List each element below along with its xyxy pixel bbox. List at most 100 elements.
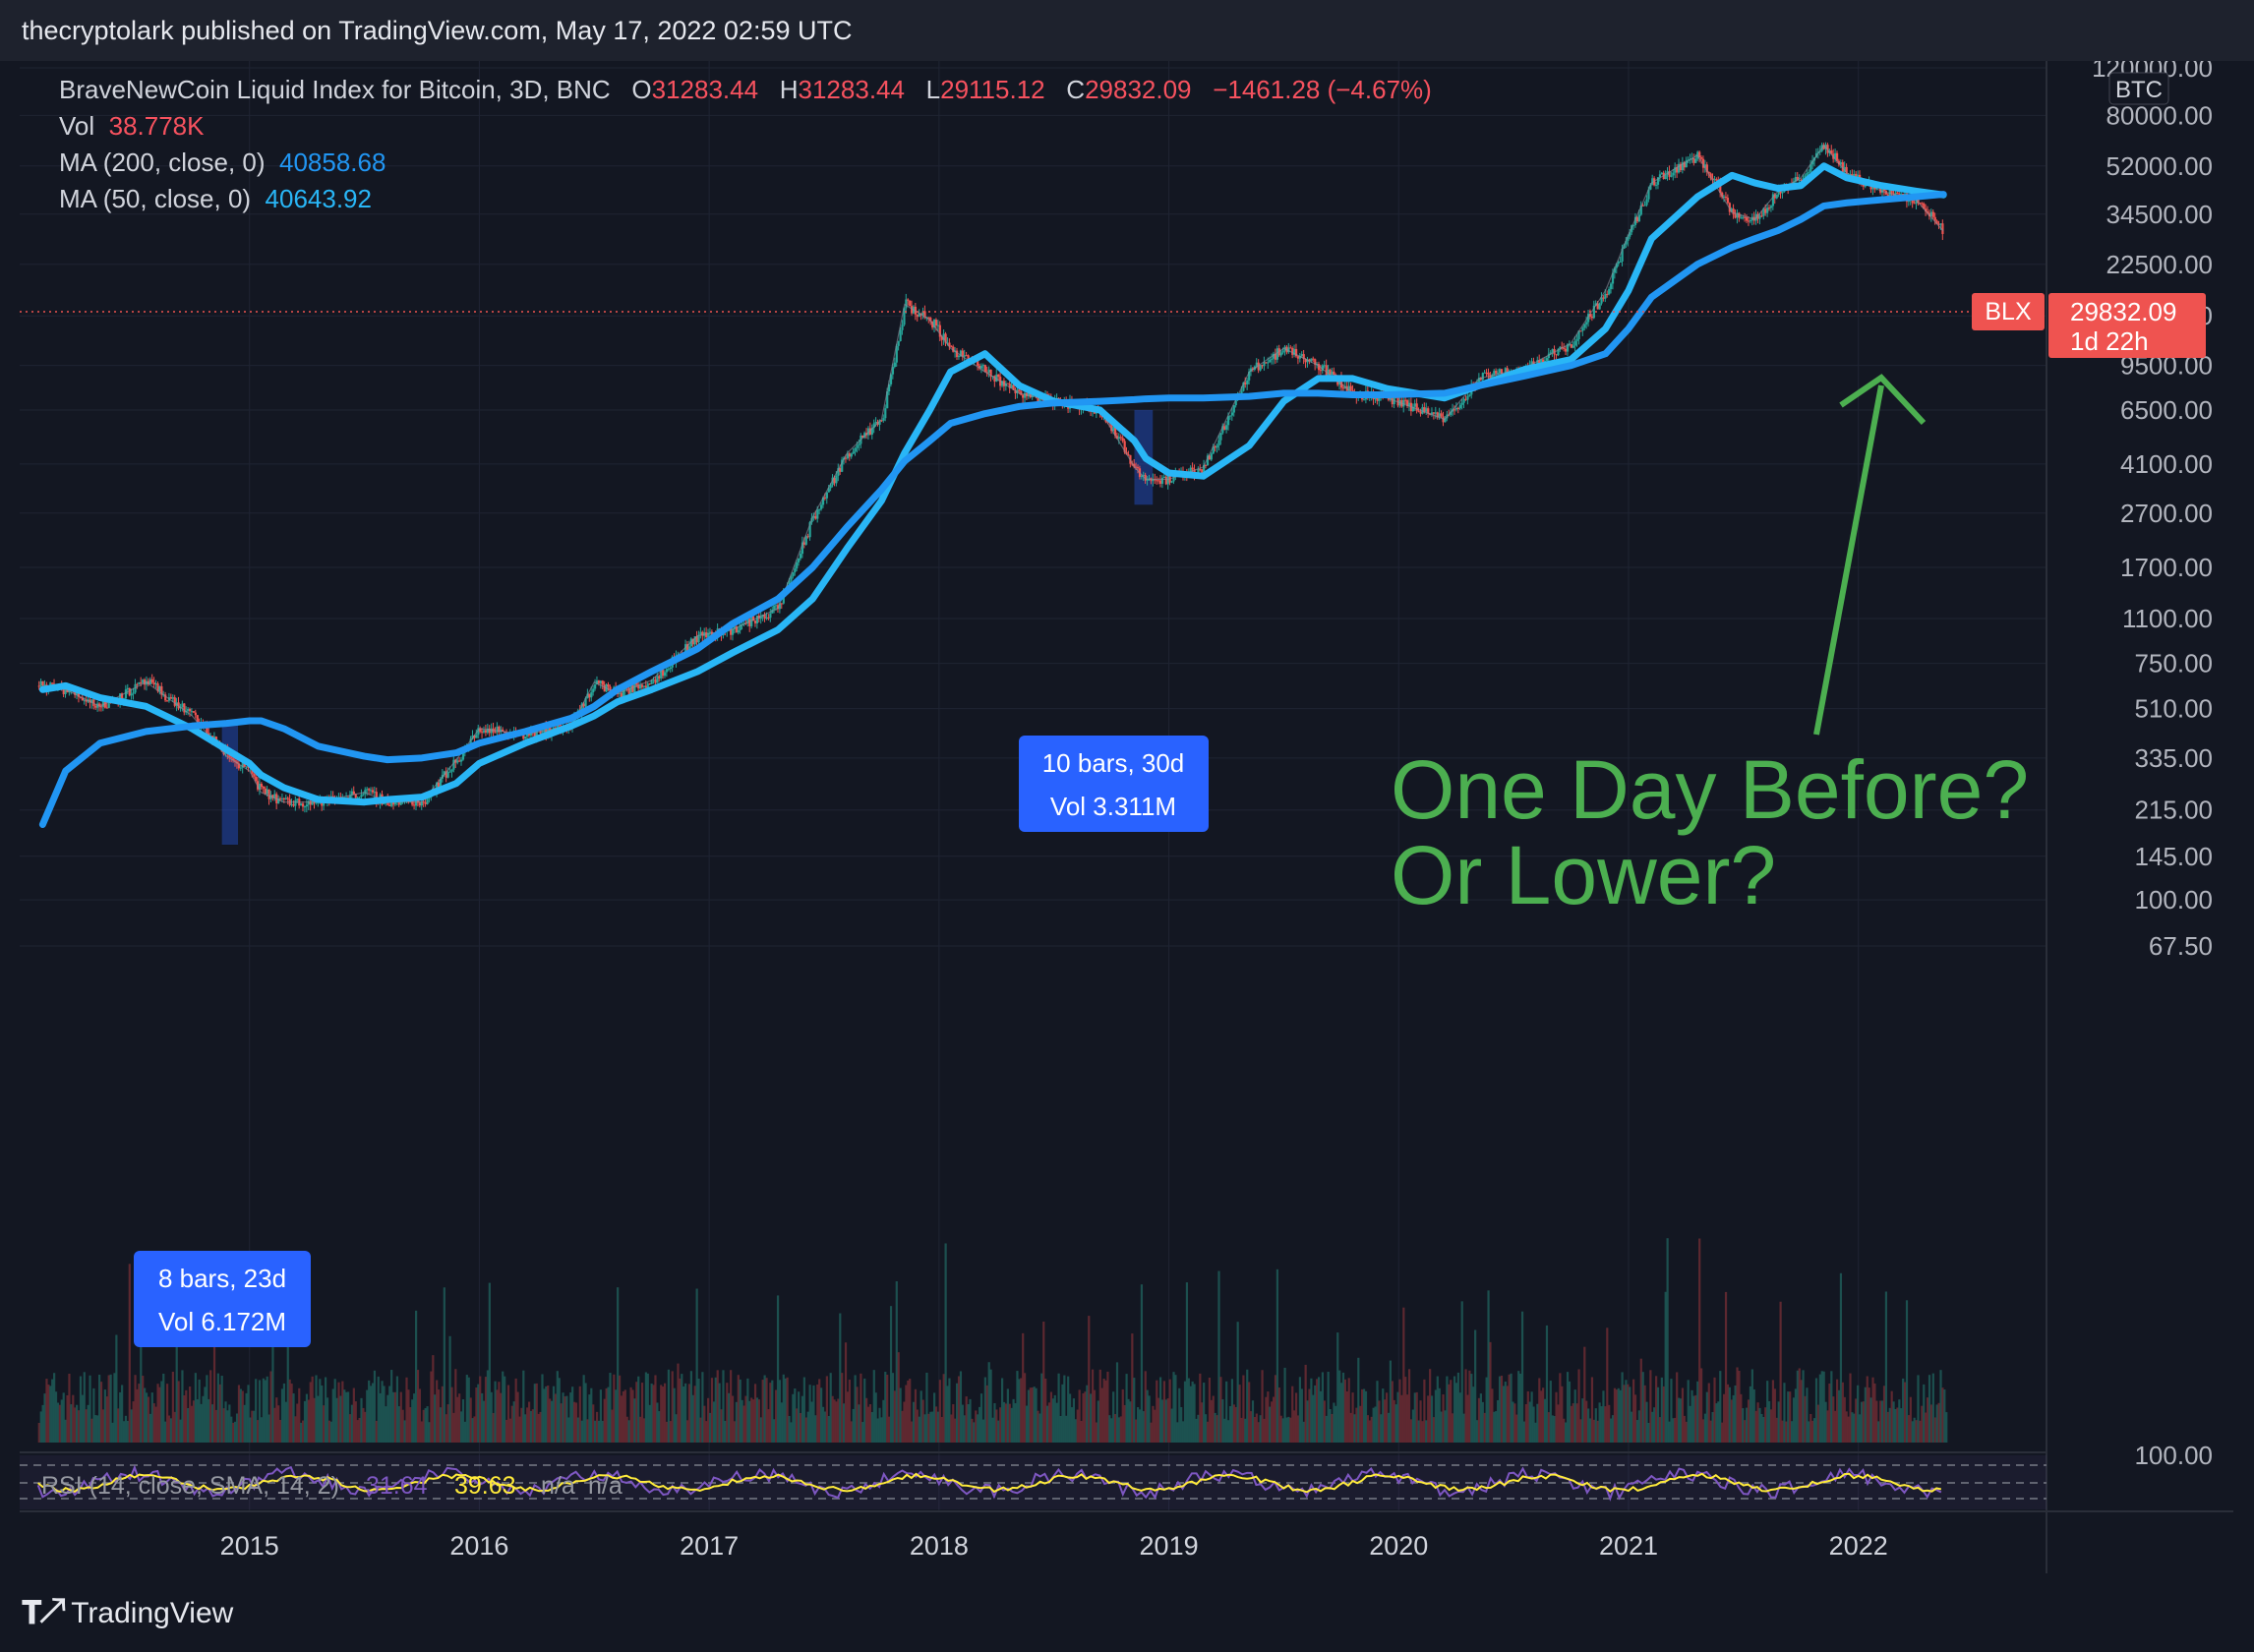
candle-body bbox=[1214, 446, 1216, 448]
price-chart[interactable]: 120000.0080000.0052000.0034500.0022500.0… bbox=[20, 61, 2233, 1573]
candle-body bbox=[160, 685, 163, 695]
legend-ma200-row[interactable]: MA (200, close, 0) 40858.68 bbox=[59, 148, 386, 178]
volume-bar bbox=[204, 1386, 207, 1443]
chart-panel[interactable]: 120000.00 80000.00 52000.00 34500.00 22500.0… bbox=[20, 61, 2233, 1573]
volume-bar bbox=[471, 1418, 474, 1443]
legend-symbol: BraveNewCoin Liquid Index for Bitcoin, 3… bbox=[59, 75, 611, 104]
candle-body bbox=[1203, 464, 1206, 474]
volume-bar bbox=[1734, 1385, 1737, 1443]
volume-bar bbox=[324, 1377, 327, 1443]
volume-bar bbox=[142, 1376, 145, 1443]
volume-bar bbox=[1415, 1391, 1418, 1443]
candle-body bbox=[773, 605, 776, 610]
tradingview-logo[interactable]: 𝐓↗ TradingView bbox=[22, 1595, 233, 1632]
volume-bar bbox=[337, 1382, 340, 1443]
candle-body bbox=[769, 613, 772, 619]
volume-bar bbox=[1091, 1369, 1095, 1443]
volume-bar bbox=[1668, 1421, 1671, 1443]
volume-bar bbox=[1728, 1386, 1731, 1443]
candle-body bbox=[1450, 411, 1453, 415]
price-badge bbox=[2048, 293, 2206, 358]
candle-body bbox=[1396, 395, 1399, 406]
volume-bar bbox=[1372, 1407, 1375, 1443]
volume-bar bbox=[1044, 1378, 1047, 1443]
candle-body bbox=[1261, 365, 1264, 367]
volume-bar bbox=[222, 1408, 225, 1443]
legend-ma50-row[interactable]: MA (50, close, 0) 40643.92 bbox=[59, 184, 372, 214]
price-tick-label: 335.00 bbox=[2134, 743, 2213, 773]
candle-body bbox=[1656, 177, 1660, 185]
candle-body bbox=[1566, 344, 1570, 352]
candle-body bbox=[1705, 164, 1708, 172]
volume-bar bbox=[436, 1380, 439, 1443]
candle-body bbox=[1941, 223, 1944, 234]
volume-bar bbox=[409, 1407, 412, 1443]
volume-bar bbox=[1281, 1418, 1284, 1443]
volume-bar bbox=[997, 1420, 1000, 1443]
volume-bar bbox=[397, 1406, 400, 1443]
legend-volume-row[interactable]: Vol 38.778K bbox=[59, 111, 204, 142]
volume-bar bbox=[1097, 1400, 1099, 1443]
volume-bar bbox=[346, 1391, 350, 1443]
scale-label[interactable]: BTC bbox=[2115, 77, 2163, 103]
volume-bar bbox=[196, 1398, 199, 1443]
volume-bar bbox=[90, 1418, 93, 1443]
volume-bar bbox=[1479, 1393, 1482, 1443]
volume-bar bbox=[76, 1404, 79, 1443]
volume-bar bbox=[973, 1422, 976, 1443]
volume-bar bbox=[863, 1378, 866, 1443]
candle-body bbox=[134, 683, 137, 693]
volume-bar bbox=[388, 1386, 391, 1443]
volume-bar bbox=[390, 1370, 393, 1443]
volume-bar bbox=[1063, 1375, 1066, 1443]
volume-bar bbox=[1156, 1380, 1158, 1443]
candle-body bbox=[1713, 179, 1716, 181]
price-tick-label: 1100.00 bbox=[2122, 604, 2213, 633]
volume-bar bbox=[1004, 1403, 1008, 1443]
candle-body bbox=[1590, 317, 1594, 319]
volume-bar bbox=[631, 1389, 634, 1443]
volume-bar bbox=[531, 1409, 535, 1443]
volume-bar bbox=[1095, 1422, 1098, 1443]
volume-bar bbox=[500, 1392, 503, 1443]
candle-body bbox=[701, 631, 704, 636]
volume-bar bbox=[303, 1400, 307, 1443]
volume-bar bbox=[1549, 1381, 1552, 1443]
volume-bar bbox=[844, 1342, 848, 1443]
candle-body bbox=[450, 769, 453, 772]
candle-body bbox=[1434, 412, 1437, 414]
candle-body bbox=[1287, 347, 1290, 353]
candle-body bbox=[1487, 372, 1490, 376]
volume-bar bbox=[808, 1385, 811, 1443]
volume-bar bbox=[798, 1391, 801, 1443]
candle-body bbox=[1294, 348, 1298, 357]
volume-bar bbox=[1176, 1422, 1179, 1443]
candle-body bbox=[81, 697, 84, 701]
volume-bar bbox=[569, 1392, 572, 1443]
volume-bar bbox=[140, 1268, 143, 1443]
volume-bar bbox=[884, 1372, 887, 1443]
candle-body bbox=[1314, 359, 1317, 365]
volume-bar bbox=[1721, 1422, 1724, 1443]
volume-bar bbox=[1868, 1387, 1870, 1443]
volume-bar bbox=[128, 1264, 131, 1443]
volume-bar bbox=[987, 1362, 990, 1443]
candle-body bbox=[101, 700, 105, 707]
candle-body bbox=[418, 802, 422, 806]
volume-bar bbox=[1565, 1422, 1568, 1443]
candle-body bbox=[835, 475, 838, 484]
candle-body bbox=[588, 693, 591, 698]
candle-body bbox=[1711, 178, 1714, 181]
candle-body bbox=[1559, 346, 1562, 350]
volume-bar bbox=[590, 1387, 593, 1443]
volume-bar bbox=[56, 1402, 60, 1443]
candle-body bbox=[1333, 371, 1335, 375]
volume-bar bbox=[164, 1421, 167, 1443]
candle-body bbox=[801, 542, 804, 555]
legend-symbol-row[interactable]: BraveNewCoin Liquid Index for Bitcoin, 3… bbox=[59, 75, 1432, 105]
candle-body bbox=[1608, 288, 1611, 295]
candle-body bbox=[375, 792, 378, 801]
candle-body bbox=[1732, 208, 1735, 215]
volume-bar bbox=[1758, 1407, 1761, 1443]
volume-bar bbox=[235, 1413, 239, 1443]
